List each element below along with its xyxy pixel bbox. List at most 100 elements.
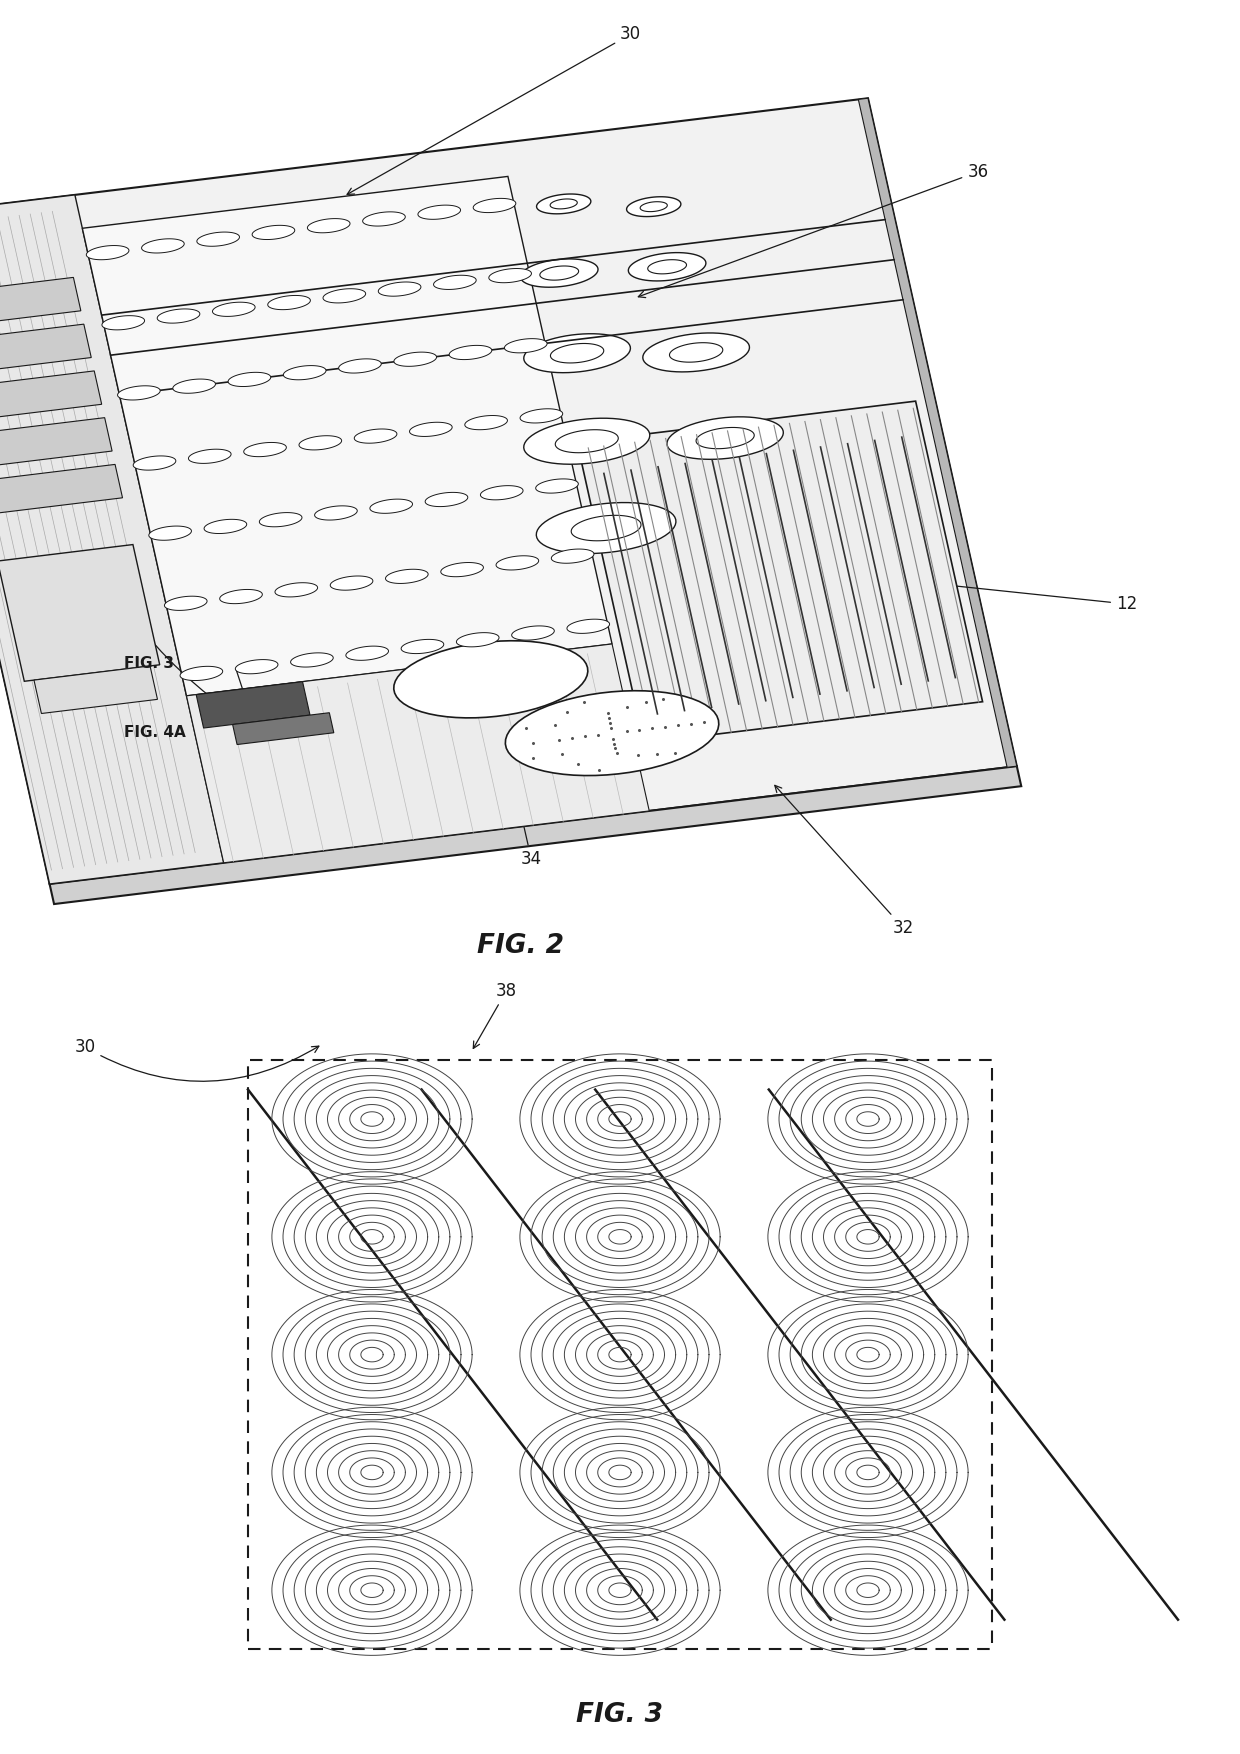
Text: 32: 32 <box>775 786 914 937</box>
Polygon shape <box>394 640 588 717</box>
Polygon shape <box>409 423 453 437</box>
Polygon shape <box>539 267 579 281</box>
Text: 30: 30 <box>347 25 641 195</box>
Text: FIG. 3: FIG. 3 <box>577 1701 663 1728</box>
Polygon shape <box>268 295 310 310</box>
Polygon shape <box>0 277 81 328</box>
Polygon shape <box>401 640 444 654</box>
Polygon shape <box>642 333 749 372</box>
Polygon shape <box>284 365 326 381</box>
Polygon shape <box>465 416 507 430</box>
Polygon shape <box>456 633 498 647</box>
Polygon shape <box>157 309 200 323</box>
Polygon shape <box>449 346 492 360</box>
Polygon shape <box>315 505 357 519</box>
Polygon shape <box>259 512 303 526</box>
Polygon shape <box>418 205 460 219</box>
Polygon shape <box>670 342 723 361</box>
Polygon shape <box>102 316 145 330</box>
Polygon shape <box>577 402 982 744</box>
Polygon shape <box>0 98 1017 884</box>
Polygon shape <box>33 667 157 714</box>
Polygon shape <box>205 519 247 533</box>
Polygon shape <box>180 667 223 681</box>
Polygon shape <box>505 339 547 353</box>
Polygon shape <box>133 456 176 470</box>
Polygon shape <box>196 682 310 728</box>
Polygon shape <box>212 302 255 316</box>
Text: 38: 38 <box>474 982 517 1049</box>
FancyBboxPatch shape <box>248 1059 992 1649</box>
Polygon shape <box>626 196 681 216</box>
Polygon shape <box>0 370 102 421</box>
Polygon shape <box>425 493 467 507</box>
Polygon shape <box>370 500 413 514</box>
Polygon shape <box>172 379 216 393</box>
Text: 30: 30 <box>74 1038 319 1080</box>
Polygon shape <box>299 435 342 451</box>
Text: 12: 12 <box>879 575 1137 612</box>
Polygon shape <box>378 282 420 296</box>
Polygon shape <box>0 544 160 681</box>
Polygon shape <box>506 691 719 775</box>
Polygon shape <box>523 333 630 372</box>
Polygon shape <box>236 660 278 674</box>
Polygon shape <box>480 486 523 500</box>
Polygon shape <box>290 652 334 667</box>
Polygon shape <box>394 353 436 367</box>
Polygon shape <box>0 324 92 374</box>
Polygon shape <box>647 260 687 274</box>
Polygon shape <box>362 212 405 226</box>
Polygon shape <box>667 417 784 460</box>
Polygon shape <box>551 198 578 209</box>
Polygon shape <box>330 575 373 589</box>
Polygon shape <box>474 198 516 212</box>
Text: FIG. 4A: FIG. 4A <box>124 724 186 740</box>
Polygon shape <box>629 253 706 281</box>
Polygon shape <box>118 386 160 400</box>
Polygon shape <box>186 644 650 863</box>
Polygon shape <box>0 417 112 468</box>
Text: 36: 36 <box>639 163 988 298</box>
Polygon shape <box>82 177 613 696</box>
Polygon shape <box>149 526 191 540</box>
Polygon shape <box>640 202 667 212</box>
Polygon shape <box>386 570 428 584</box>
Polygon shape <box>346 645 388 660</box>
Polygon shape <box>275 582 317 596</box>
Text: 34: 34 <box>505 751 542 868</box>
Polygon shape <box>0 465 123 514</box>
Text: FIG. 2: FIG. 2 <box>477 933 564 959</box>
Polygon shape <box>521 260 598 288</box>
Polygon shape <box>552 549 594 563</box>
Polygon shape <box>496 556 538 570</box>
Polygon shape <box>50 766 1022 903</box>
Polygon shape <box>339 360 381 374</box>
Polygon shape <box>523 417 650 465</box>
Polygon shape <box>551 344 604 363</box>
Polygon shape <box>696 428 754 449</box>
Polygon shape <box>233 712 334 744</box>
Polygon shape <box>537 195 590 214</box>
Polygon shape <box>536 503 676 554</box>
Polygon shape <box>520 409 563 423</box>
Polygon shape <box>512 626 554 640</box>
Polygon shape <box>322 289 366 303</box>
Polygon shape <box>228 372 270 386</box>
Polygon shape <box>440 563 484 577</box>
Polygon shape <box>219 589 263 603</box>
Polygon shape <box>0 195 223 884</box>
Text: FIG. 3: FIG. 3 <box>124 656 174 672</box>
Polygon shape <box>308 219 350 233</box>
Polygon shape <box>244 442 286 456</box>
Polygon shape <box>252 225 295 240</box>
Polygon shape <box>858 98 1017 766</box>
Polygon shape <box>141 239 185 253</box>
Polygon shape <box>572 516 641 540</box>
Polygon shape <box>165 596 207 610</box>
Text: 28: 28 <box>99 575 226 709</box>
Polygon shape <box>188 449 231 463</box>
Polygon shape <box>536 479 578 493</box>
Polygon shape <box>434 275 476 289</box>
Polygon shape <box>87 246 129 260</box>
